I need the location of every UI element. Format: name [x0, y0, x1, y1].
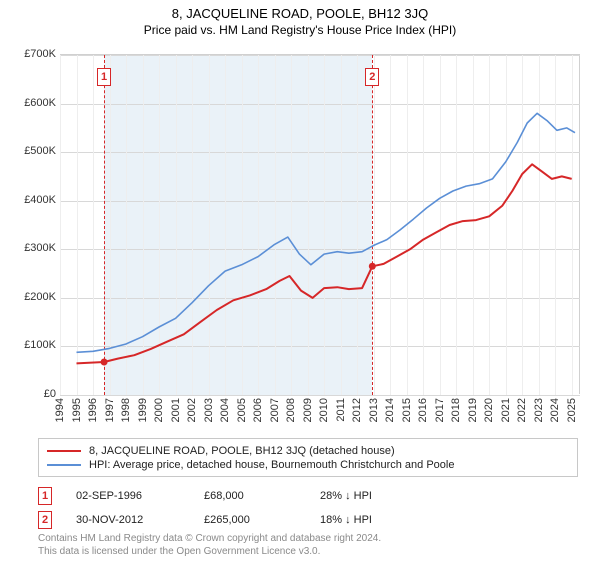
x-tick-label: 2005 — [236, 398, 248, 422]
x-tick-label: 2013 — [368, 398, 380, 422]
attribution-line: Contains HM Land Registry data © Crown c… — [38, 532, 578, 545]
sale-vs-hpi: 18% ↓ HPI — [320, 514, 440, 526]
sale-date: 02-SEP-1996 — [58, 490, 198, 502]
y-tick-label: £500K — [10, 145, 56, 157]
series-svg — [60, 55, 580, 395]
x-tick-label: 2018 — [450, 398, 462, 422]
x-tick-label: 2024 — [549, 398, 561, 422]
x-tick-label: 2023 — [533, 398, 545, 422]
x-tick-label: 1998 — [120, 398, 132, 422]
x-tick-label: 1994 — [54, 398, 66, 422]
legend-item: HPI: Average price, detached house, Bour… — [47, 458, 569, 472]
sale-row: 1 02-SEP-1996 £68,000 28% ↓ HPI — [38, 484, 578, 508]
series-price_paid — [77, 164, 572, 363]
x-tick-label: 2009 — [302, 398, 314, 422]
x-tick-label: 1997 — [104, 398, 116, 422]
y-tick-label: £600K — [10, 97, 56, 109]
legend-swatch — [47, 450, 81, 453]
x-tick-label: 2012 — [351, 398, 363, 422]
x-tick-label: 2016 — [417, 398, 429, 422]
sale-row: 2 30-NOV-2012 £265,000 18% ↓ HPI — [38, 508, 578, 532]
series-hpi — [77, 113, 576, 352]
x-tick-label: 2004 — [219, 398, 231, 422]
x-tick-label: 2003 — [203, 398, 215, 422]
plot-area: 12 — [60, 54, 580, 394]
legend-label: HPI: Average price, detached house, Bour… — [89, 459, 454, 471]
sales-table: 1 02-SEP-1996 £68,000 28% ↓ HPI 2 30-NOV-2012… — [38, 484, 578, 532]
y-tick-label: £100K — [10, 339, 56, 351]
attribution-line: This data is licensed under the Open Gov… — [38, 545, 578, 558]
y-gridline — [60, 395, 580, 396]
y-tick-label: £700K — [10, 48, 56, 60]
x-tick-label: 2001 — [170, 398, 182, 422]
x-tick-label: 1996 — [87, 398, 99, 422]
sale-row-number-box: 1 — [38, 487, 52, 505]
sale-date: 30-NOV-2012 — [58, 514, 198, 526]
sale-point-marker — [101, 358, 108, 365]
legend: 8, JACQUELINE ROAD, POOLE, BH12 3JQ (det… — [38, 438, 578, 477]
x-tick-label: 2011 — [335, 398, 347, 422]
sale-vs-hpi: 28% ↓ HPI — [320, 490, 440, 502]
x-tick-label: 2022 — [516, 398, 528, 422]
chart-container: 8, JACQUELINE ROAD, POOLE, BH12 3JQ Pric… — [0, 6, 600, 566]
chart-title: 8, JACQUELINE ROAD, POOLE, BH12 3JQ — [0, 6, 600, 21]
legend-swatch — [47, 464, 81, 467]
sale-row-number-box: 2 — [38, 511, 52, 529]
x-tick-label: 2021 — [500, 398, 512, 422]
sale-point-marker — [369, 263, 376, 270]
legend-label: 8, JACQUELINE ROAD, POOLE, BH12 3JQ (det… — [89, 445, 395, 457]
x-tick-label: 2007 — [269, 398, 281, 422]
x-tick-label: 2020 — [483, 398, 495, 422]
attribution: Contains HM Land Registry data © Crown c… — [38, 532, 578, 558]
x-tick-label: 2025 — [566, 398, 578, 422]
y-tick-label: £400K — [10, 194, 56, 206]
x-tick-label: 2002 — [186, 398, 198, 422]
x-tick-label: 2017 — [434, 398, 446, 422]
legend-item: 8, JACQUELINE ROAD, POOLE, BH12 3JQ (det… — [47, 444, 569, 458]
sale-price: £68,000 — [204, 490, 314, 502]
chart-subtitle: Price paid vs. HM Land Registry's House … — [0, 23, 600, 37]
x-tick-label: 2010 — [318, 398, 330, 422]
x-tick-label: 2006 — [252, 398, 264, 422]
x-tick-label: 2000 — [153, 398, 165, 422]
y-tick-label: £200K — [10, 291, 56, 303]
x-tick-label: 2014 — [384, 398, 396, 422]
x-tick-label: 2015 — [401, 398, 413, 422]
y-tick-label: £0 — [10, 388, 56, 400]
x-tick-label: 2019 — [467, 398, 479, 422]
x-tick-label: 2008 — [285, 398, 297, 422]
sale-price: £265,000 — [204, 514, 314, 526]
x-tick-label: 1995 — [71, 398, 83, 422]
y-tick-label: £300K — [10, 242, 56, 254]
x-tick-label: 1999 — [137, 398, 149, 422]
